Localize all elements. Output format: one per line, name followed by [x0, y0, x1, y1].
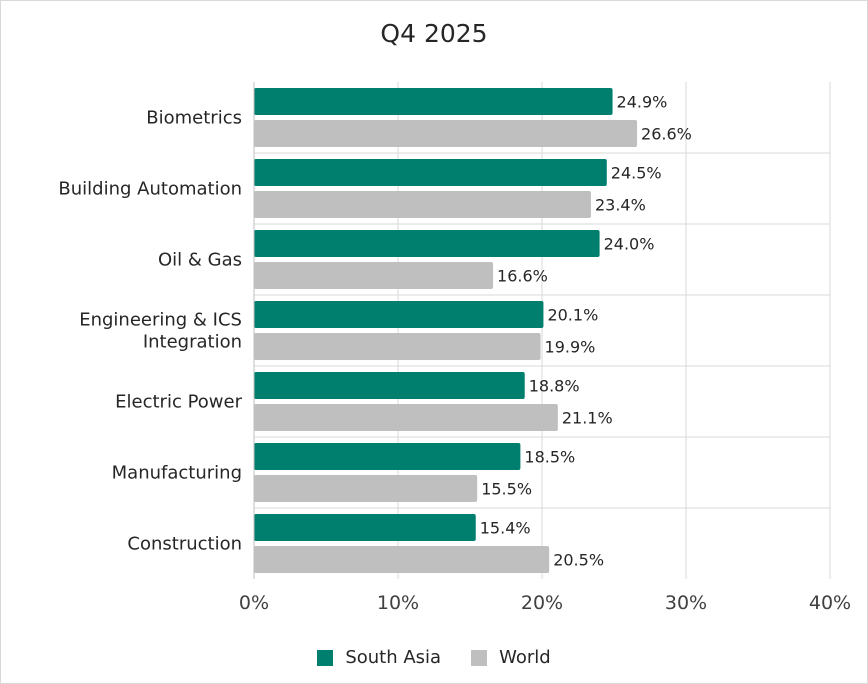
legend-item-south-asia: South Asia	[317, 647, 441, 668]
legend-label-world: World	[499, 647, 551, 668]
chart-title: Q4 2025	[380, 19, 488, 48]
data-label-south-asia-construction: 15.4%	[480, 519, 531, 538]
legend-item-world: World	[471, 647, 551, 668]
x-tick-label: 0%	[239, 592, 269, 614]
data-label-south-asia-electric-power: 18.8%	[529, 377, 580, 396]
chart-plot-area: 0% 10% 20% 30% 40% Biometrics 24.9% 26.6% Buildi…	[58, 82, 851, 614]
bar-world-construction	[254, 546, 550, 573]
category-label-engineering-ics-integration: Engineering & ICS Integration	[79, 310, 242, 353]
bar-south-asia-engineering-ics-integration	[254, 301, 544, 328]
legend-swatch-south-asia	[317, 649, 334, 666]
category-label-building-automation: Building Automation	[58, 179, 242, 200]
data-label-south-asia-manufacturing: 18.5%	[524, 448, 575, 467]
category-label-oil-gas: Oil & Gas	[158, 250, 242, 271]
chart-legend: South Asia World	[1, 647, 867, 668]
bar-world-electric-power	[254, 404, 558, 431]
category-label-construction: Construction	[127, 534, 242, 555]
data-label-south-asia-building-automation: 24.5%	[611, 164, 662, 183]
bar-south-asia-biometrics	[254, 88, 613, 115]
bar-world-engineering-ics-integration	[254, 333, 541, 360]
data-label-world-construction: 20.5%	[553, 551, 604, 570]
category-label-electric-power: Electric Power	[115, 392, 242, 413]
bar-world-biometrics	[254, 120, 638, 147]
x-tick-label: 30%	[665, 592, 707, 614]
category-label-biometrics: Biometrics	[146, 108, 242, 129]
bar-south-asia-building-automation	[254, 159, 607, 186]
bar-south-asia-manufacturing	[254, 443, 521, 470]
bar-world-building-automation	[254, 191, 591, 218]
category-label-manufacturing: Manufacturing	[112, 463, 242, 484]
data-label-world-biometrics: 26.6%	[641, 125, 692, 144]
bar-south-asia-construction	[254, 514, 476, 541]
data-label-world-engineering-ics-integration: 19.9%	[545, 338, 596, 357]
data-label-south-asia-biometrics: 24.9%	[617, 93, 668, 112]
x-tick-label: 10%	[377, 592, 419, 614]
legend-label-south-asia: South Asia	[345, 647, 442, 668]
x-tick-label: 40%	[809, 592, 851, 614]
data-label-world-electric-power: 21.1%	[562, 409, 613, 428]
bar-south-asia-electric-power	[254, 372, 525, 399]
bar-south-asia-oil-gas	[254, 230, 600, 257]
data-label-south-asia-engineering-ics-integration: 20.1%	[547, 306, 598, 325]
bar-world-oil-gas	[254, 262, 494, 289]
data-label-world-building-automation: 23.4%	[595, 196, 646, 215]
data-label-south-asia-oil-gas: 24.0%	[604, 235, 655, 254]
x-tick-label: 20%	[521, 592, 563, 614]
data-label-world-oil-gas: 16.6%	[497, 267, 548, 286]
legend-swatch-world	[471, 649, 488, 666]
data-label-world-manufacturing: 15.5%	[481, 480, 532, 499]
bar-world-manufacturing	[254, 475, 478, 502]
